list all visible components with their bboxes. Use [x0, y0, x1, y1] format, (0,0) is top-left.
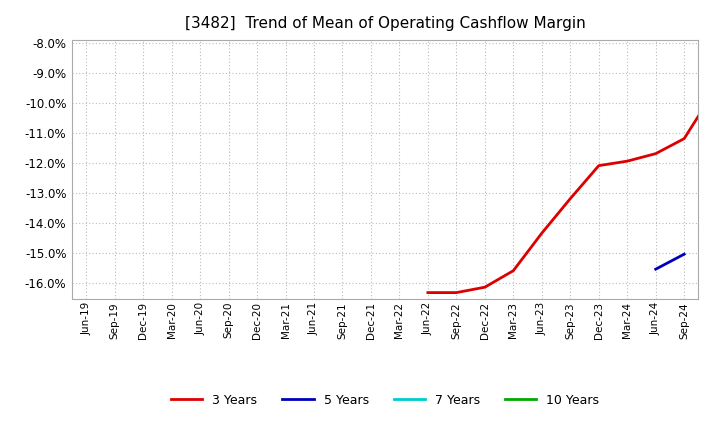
Title: [3482]  Trend of Mean of Operating Cashflow Margin: [3482] Trend of Mean of Operating Cashfl…: [185, 16, 585, 32]
Legend: 3 Years, 5 Years, 7 Years, 10 Years: 3 Years, 5 Years, 7 Years, 10 Years: [166, 389, 604, 411]
